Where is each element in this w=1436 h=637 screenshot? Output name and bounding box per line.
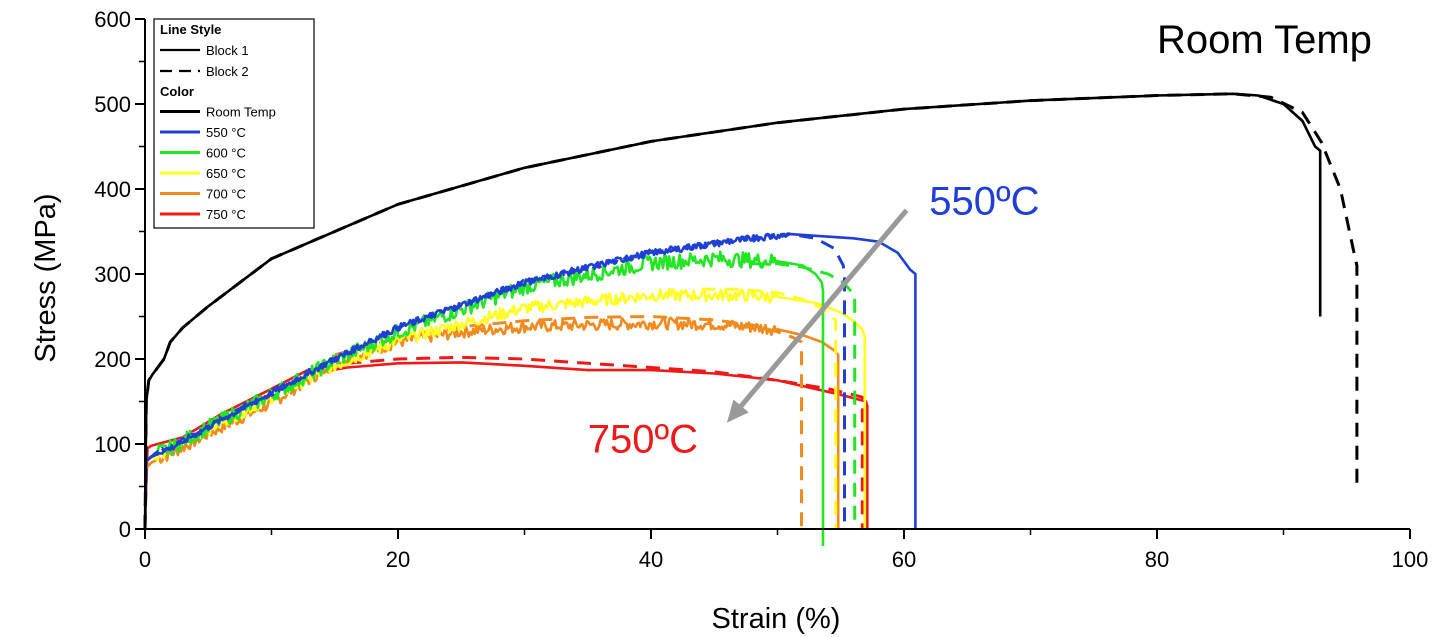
legend-label: 600 °C [206, 146, 246, 161]
series-line [701, 287, 838, 529]
legend-label: 650 °C [206, 166, 246, 181]
annotation-label: Room Temp [1157, 18, 1372, 62]
legend-label: 750 °C [206, 207, 246, 222]
legend: Line Style Block 1 Block 2 Color Room Temp 55… [153, 18, 315, 229]
x-tick-label: 80 [1145, 547, 1169, 572]
trend-arrow-head [726, 399, 749, 423]
series-line [334, 315, 803, 529]
annotation-label: 750ºC [588, 418, 698, 462]
series-line [143, 232, 846, 530]
series-line [143, 92, 1359, 530]
legend-heading: Color [160, 84, 194, 99]
y-tick-label: 200 [94, 347, 131, 372]
annotation-label: 550ºC [929, 180, 1039, 224]
y-tick-label: 0 [119, 517, 131, 542]
y-axis-title: Stress (MPa) [30, 193, 62, 362]
legend-label: Block 2 [206, 64, 249, 79]
series-line [143, 316, 840, 530]
legend-label: 550 °C [206, 125, 246, 140]
legend-label: 700 °C [206, 187, 246, 202]
legend-label: Room Temp [206, 105, 276, 120]
x-tick-label: 0 [139, 547, 151, 572]
trend-arrow-shaft [739, 208, 909, 408]
series-layer [143, 92, 1359, 546]
x-tick-label: 60 [892, 547, 916, 572]
series-line [752, 262, 857, 529]
x-axis-title: Strain (%) [712, 603, 841, 635]
y-tick-label: 400 [94, 177, 131, 202]
y-tick-label: 600 [94, 7, 131, 32]
series-line [143, 92, 1322, 530]
series-line [143, 361, 869, 530]
arrow-layer [726, 208, 909, 423]
y-tick-label: 100 [94, 432, 131, 457]
annotation-layer: Room Temp 550ºC 750ºC [588, 18, 1372, 462]
legend-heading: Line Style [160, 22, 221, 37]
x-tick-label: 20 [386, 547, 410, 572]
ticks-layer: 0 20 40 60 80 100 0 100 200 300 400 500 600 [94, 7, 1428, 572]
x-tick-label: 100 [1392, 547, 1429, 572]
y-tick-label: 500 [94, 92, 131, 117]
legend-label: Block 1 [206, 43, 249, 58]
x-tick-label: 40 [639, 547, 663, 572]
y-tick-label: 300 [94, 262, 131, 287]
